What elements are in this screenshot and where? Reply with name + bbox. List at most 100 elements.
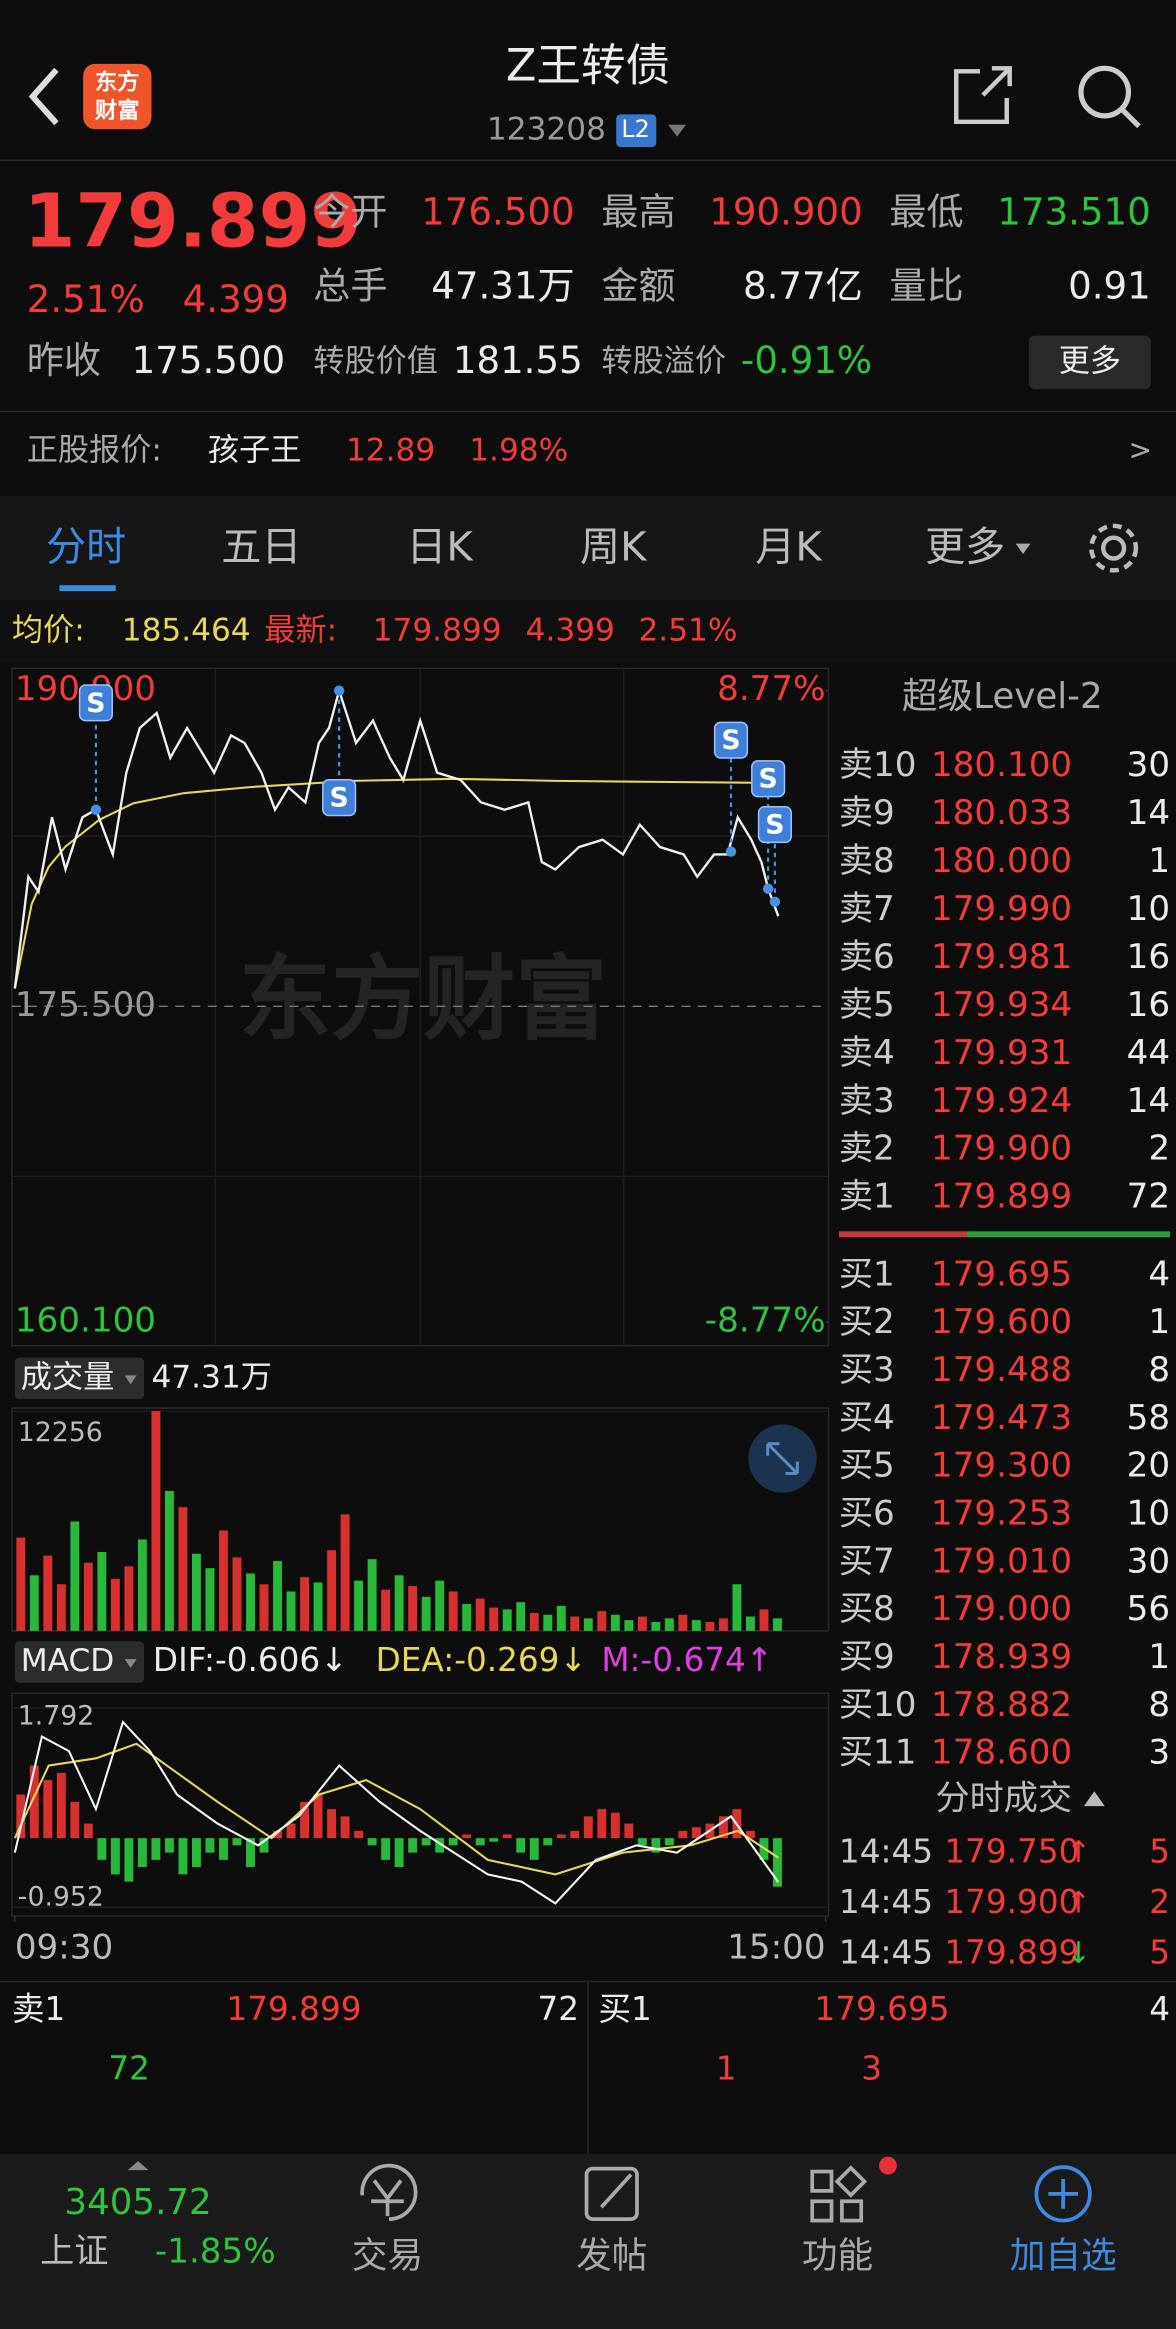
volume-bar <box>43 1555 53 1631</box>
nav-item[interactable]: 交易 <box>352 2236 423 2277</box>
volume-bar <box>97 1551 107 1631</box>
book-qty: 20 <box>1127 1446 1170 1486</box>
macd-bar <box>29 1765 39 1839</box>
tab[interactable]: 分时 <box>46 525 126 571</box>
book-qty: 1 <box>1148 1637 1170 1677</box>
tab[interactable]: 周K <box>580 525 648 571</box>
macd-bar <box>327 1809 337 1839</box>
field-label: 金额 <box>601 265 675 308</box>
more-button[interactable] <box>1029 335 1151 390</box>
index-name: 上证 <box>40 2232 108 2272</box>
volume-bar <box>421 1596 431 1631</box>
book-label: 买6 <box>839 1494 895 1534</box>
tab[interactable]: 五日 <box>221 525 301 571</box>
field-value: 173.510 <box>997 190 1150 233</box>
volume-bar <box>489 1607 499 1631</box>
collapse-icon[interactable] <box>1083 1791 1105 1807</box>
trade-icon[interactable] <box>360 2163 418 2221</box>
book-label: 卖4 <box>839 1033 895 1073</box>
logo[interactable] <box>83 63 152 130</box>
badge: L2 <box>621 115 649 143</box>
trade-arrow: ↑ <box>1066 1835 1091 1870</box>
change-pct: 2.51% <box>27 278 145 321</box>
y-tick-label: -0.952 <box>18 1882 104 1913</box>
depth-qty: 72 <box>538 1990 580 2028</box>
volume-bar <box>29 1575 39 1631</box>
macd-selector[interactable] <box>14 1641 145 1683</box>
macd-bar <box>354 1830 364 1839</box>
book-qty: 3 <box>1148 1733 1170 1773</box>
notification-dot <box>879 2156 897 2175</box>
dropdown-icon[interactable] <box>124 1375 137 1385</box>
volume-bar <box>164 1490 174 1631</box>
share-button[interactable] <box>954 66 1012 125</box>
stock-name: 孩子王 <box>208 433 302 469</box>
book-qty: 1 <box>1148 841 1170 881</box>
volume-total: 47.31万 <box>151 1359 271 1395</box>
book-qty: 14 <box>1127 1081 1170 1121</box>
expand-button[interactable] <box>748 1424 817 1493</box>
volume-bar <box>286 1591 296 1631</box>
dropdown-icon[interactable] <box>124 1659 137 1669</box>
index-value: 3405.72 <box>64 2182 211 2223</box>
volume-bar <box>448 1591 458 1631</box>
tab[interactable]: 日K <box>406 525 474 571</box>
macd-bar <box>773 1838 782 1887</box>
expand-index-icon[interactable] <box>127 2161 149 2171</box>
trade-price: 179.750 <box>944 1833 1079 1871</box>
code: 123208 <box>487 112 606 148</box>
nav-item[interactable]: 功能 <box>802 2236 873 2277</box>
info-bar-bg <box>0 600 1176 663</box>
book-price: 179.300 <box>931 1446 1072 1486</box>
field-label: 转股价值 <box>313 343 438 379</box>
macd-bar <box>300 1801 309 1839</box>
trade-qty: 5 <box>1149 1934 1170 1972</box>
index-pct: -1.85% <box>155 2232 276 2272</box>
y-tick-label: 175.500 <box>15 985 156 1025</box>
dif-label: DIF:-0.606↓ <box>153 1641 348 1679</box>
field-label: 今开 <box>313 190 387 233</box>
search-button[interactable] <box>1078 65 1141 129</box>
volume-bar <box>313 1582 323 1631</box>
y-tick-label: 1.792 <box>18 1701 94 1732</box>
tab[interactable]: 更多 <box>925 525 1005 571</box>
volume-bar <box>56 1584 66 1631</box>
depth-qty: 4 <box>1149 1990 1170 2028</box>
settings-button[interactable] <box>1089 523 1139 573</box>
depth-price: 179.695 <box>814 1990 949 2028</box>
volume-label: 成交量 <box>21 1359 115 1395</box>
add-watch-icon[interactable] <box>1034 2165 1092 2223</box>
avg-label: 均价: <box>12 612 85 648</box>
latest-label: 最新: <box>264 612 337 648</box>
dropdown-icon[interactable] <box>668 124 686 137</box>
tab[interactable]: 月K <box>755 525 823 571</box>
book-label: 卖5 <box>839 985 895 1025</box>
function-icon[interactable] <box>810 2165 868 2223</box>
book-label: 买4 <box>839 1398 895 1438</box>
macd-bar <box>259 1838 269 1853</box>
macd-bar <box>124 1838 134 1882</box>
macd-bar <box>381 1838 391 1860</box>
post-icon[interactable] <box>584 2166 639 2221</box>
book-label: 买8 <box>839 1589 895 1629</box>
book-qty: 72 <box>1127 1177 1170 1217</box>
dif-line <box>13 1720 780 1905</box>
volume-bar <box>732 1584 742 1631</box>
dropdown-icon[interactable] <box>1015 543 1031 555</box>
more-button-label[interactable]: 更多 <box>1059 343 1121 379</box>
back-button[interactable] <box>28 67 59 126</box>
book-price: 179.899 <box>931 1177 1072 1217</box>
volume-bar <box>570 1616 580 1631</box>
stock-arrow[interactable]: > <box>1129 434 1153 467</box>
nav-item[interactable]: 加自选 <box>1010 2236 1117 2277</box>
volume-bar <box>273 1560 282 1631</box>
trade-time: 14:45 <box>839 1833 933 1871</box>
macd-bar <box>178 1838 188 1875</box>
book-label: 卖3 <box>839 1081 895 1121</box>
volume-selector[interactable] <box>14 1357 145 1400</box>
depth-detail: 3 <box>861 2050 882 2088</box>
y-tick-label: 12256 <box>18 1417 103 1448</box>
nav-item[interactable]: 发帖 <box>576 2236 647 2277</box>
volume-bar <box>394 1575 404 1631</box>
latest-value: 179.899 <box>373 612 502 648</box>
